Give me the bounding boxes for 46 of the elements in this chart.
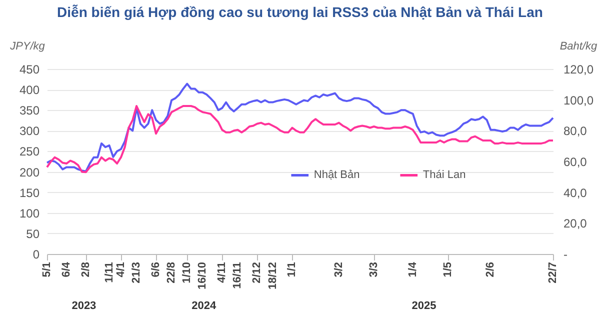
x-tick-label: 3/3 <box>368 262 380 278</box>
y-tick-label: 150 <box>19 186 40 200</box>
y-tick-label: 100 <box>19 206 40 220</box>
y2-tick-label: 40,0 <box>564 186 588 200</box>
y-tick-label: 400 <box>19 83 40 98</box>
y-tick-label: 0 <box>32 248 40 262</box>
y2-tick-label: 60,0 <box>564 155 588 169</box>
x-tick-label: 18/12 <box>266 262 279 290</box>
x-tick-label: 16/10 <box>196 262 209 290</box>
y2-tick-label: 100,0 <box>564 93 594 108</box>
x-tick-label: 1/1 <box>286 262 298 278</box>
y-axis-title: JPY/kg <box>9 40 46 52</box>
x-tick-label: 22/8 <box>166 262 178 284</box>
text: 2023 <box>72 300 96 312</box>
chart-title: Diễn biến giá Hợp đồng cao su tương lai RSS3 của Nhật Bản và Thái Lan <box>57 4 543 20</box>
y-tick-label: 250 <box>19 144 40 159</box>
x-tick-label: 2/12 <box>251 262 264 284</box>
x-tick-label: 1/10 <box>181 262 194 284</box>
x-tick-label: 3/2 <box>332 262 345 278</box>
x-tick-label: 1/11 <box>103 262 116 283</box>
x-tick-label: 16/11 <box>232 262 244 289</box>
y2-tick-label: 80,0 <box>564 124 588 138</box>
x-tick-label: 22/7 <box>547 262 559 284</box>
y-tick-label: 200 <box>19 165 40 180</box>
y-tick-label: 50 <box>26 226 40 241</box>
x-tick-label: 21/3 <box>130 262 143 284</box>
y-tick-label: 300 <box>19 124 40 138</box>
y2-axis-title: Baht/kg <box>560 40 598 52</box>
y-tick-label: 350 <box>19 104 40 118</box>
x-tick-label: 6/6 <box>150 262 162 278</box>
x-tick-label: 2/8 <box>80 262 92 278</box>
y2-tick-label: 120,0 <box>564 62 594 76</box>
legend-label: Nhật Bản <box>314 169 360 182</box>
x-tick-label: 1/5 <box>442 262 454 278</box>
x-tick-label: 4/1 <box>114 262 127 278</box>
y-tick-label: 450 <box>19 62 40 76</box>
y2-tick-label: - <box>564 248 568 262</box>
x-tick-label: 2/6 <box>484 262 497 278</box>
text: 2025 <box>412 300 436 312</box>
legend-label: Thái Lan <box>422 169 466 182</box>
x-tick-label: 6/4 <box>60 261 72 278</box>
x-tick-label: 5/1 <box>41 262 53 278</box>
x-tick-label: 4/11 <box>216 262 228 283</box>
text: 2024 <box>192 300 217 312</box>
x-tick-label: 1/4 <box>406 261 419 278</box>
y2-tick-label: 20,0 <box>564 216 588 231</box>
